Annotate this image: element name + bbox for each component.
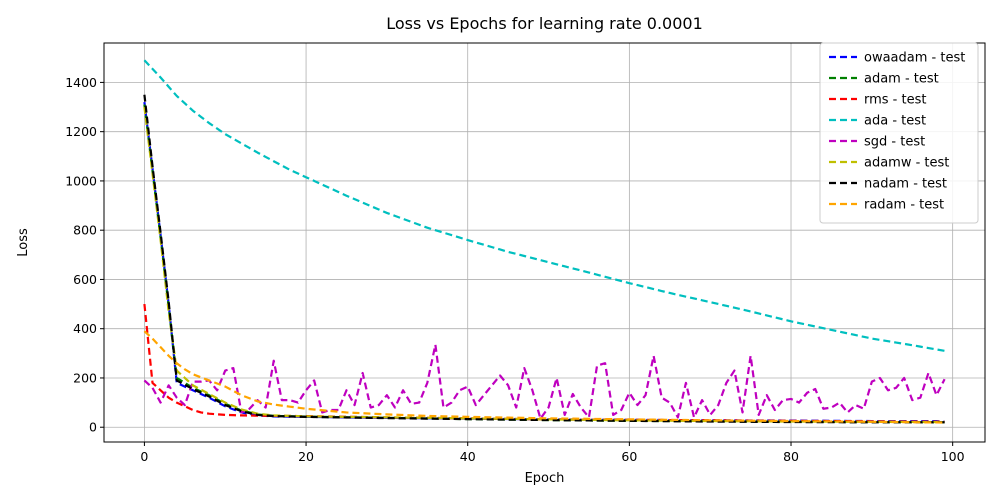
series-line-ada-test xyxy=(143,59,945,352)
legend-label: ada - test xyxy=(864,114,926,129)
legend: owaadam - test adam - test rms - test ada -… xyxy=(819,42,979,224)
legend-label: sgd - test xyxy=(864,135,925,150)
legend-label: adamw - test xyxy=(864,156,949,171)
x-tick-label: 40 xyxy=(460,449,476,464)
series-line-rms-test xyxy=(143,303,945,423)
y-tick-label: 400 xyxy=(73,321,97,336)
x-tick-label: 80 xyxy=(783,449,799,464)
legend-label: adam - test xyxy=(864,72,939,87)
y-tick-label: 800 xyxy=(73,223,97,238)
series-line-nadam-test xyxy=(143,94,945,424)
x-tick-label: 100 xyxy=(941,449,965,464)
legend-label: nadam - test xyxy=(864,177,947,192)
legend-label: radam - test xyxy=(864,198,944,213)
x-tick-label: 20 xyxy=(298,449,314,464)
series-line-sgd-test xyxy=(143,343,946,420)
plot-frame xyxy=(103,42,986,443)
legend-label: rms - test xyxy=(864,93,926,108)
legend-label: owaadam - test xyxy=(864,51,965,66)
y-tick-label: 600 xyxy=(73,272,97,287)
y-tick-label: 200 xyxy=(73,370,97,385)
x-axis-title: Epoch xyxy=(525,471,565,486)
chart-title: Loss vs Epochs for learning rate 0.0001 xyxy=(386,14,703,33)
y-tick-label: 1000 xyxy=(65,173,97,188)
series-line-radam-test xyxy=(143,330,945,424)
x-tick-label: 60 xyxy=(621,449,637,464)
y-tick-label: 1200 xyxy=(65,124,97,139)
y-tick-label: 0 xyxy=(89,420,97,435)
series-lines xyxy=(143,59,946,424)
legend-box xyxy=(819,42,979,224)
y-axis-title: Loss xyxy=(16,228,31,257)
x-tick-label: 0 xyxy=(140,449,148,464)
y-tick-label: 1400 xyxy=(65,75,97,90)
